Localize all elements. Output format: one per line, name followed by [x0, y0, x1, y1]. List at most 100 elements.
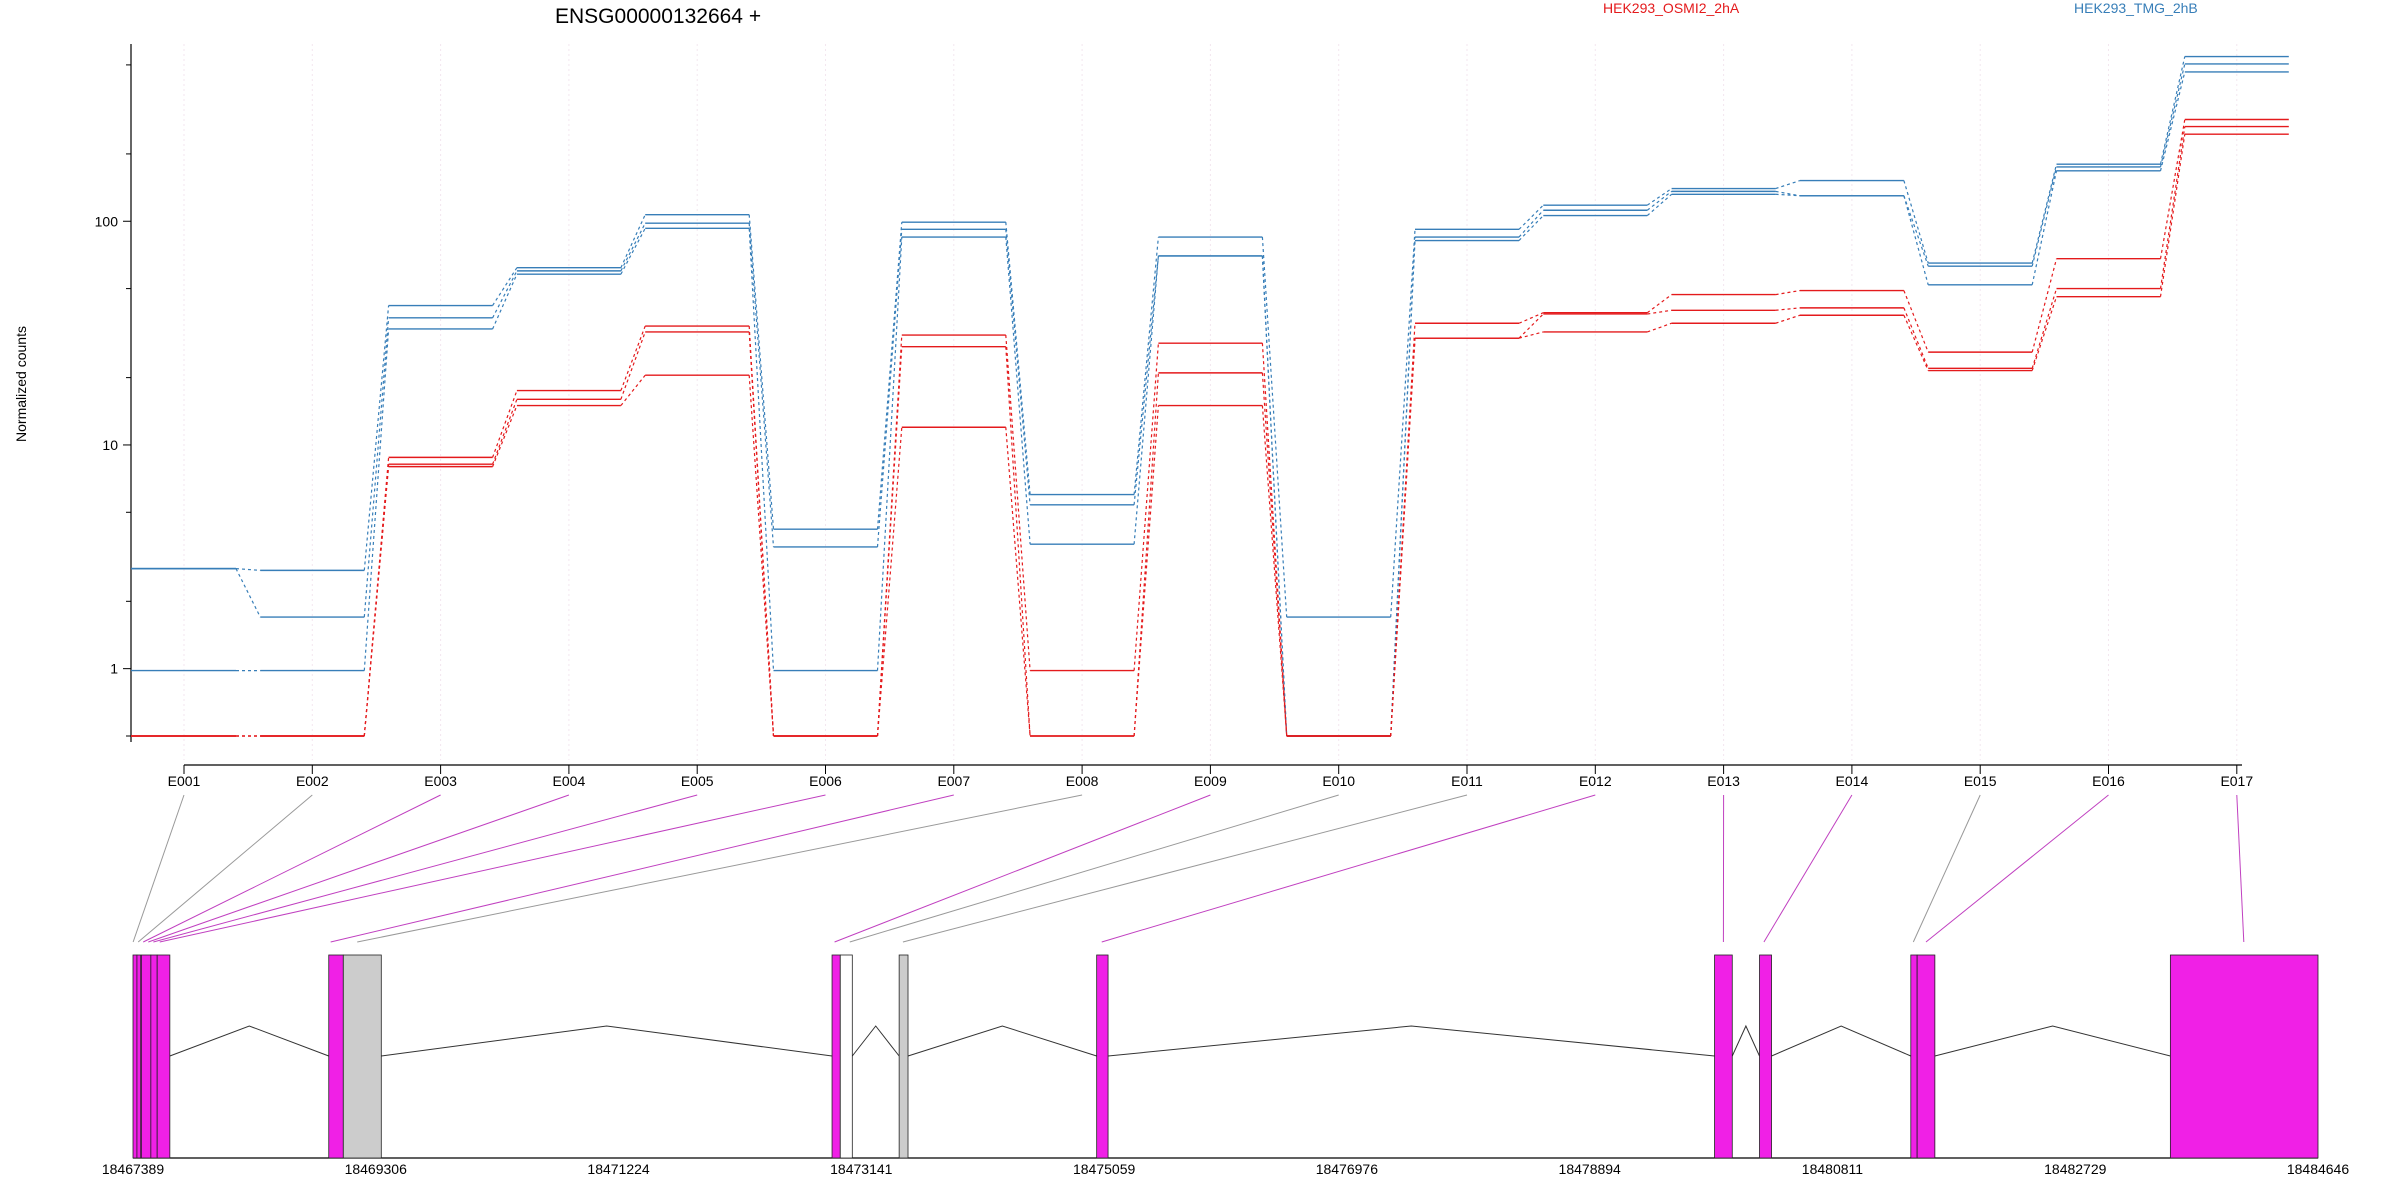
exon-block [2169, 954, 2319, 1159]
connector-line [1005, 346, 1031, 737]
genomic-coordinate-label: 18476976 [1316, 1161, 1379, 1177]
connector-line [1903, 290, 1929, 353]
connector-line [235, 568, 261, 571]
chart-title: ENSG00000132664 + [555, 5, 761, 28]
exon-block [839, 954, 853, 1159]
exon-block [1910, 954, 1918, 1159]
connector-line [1775, 193, 1800, 197]
exon-link-line [849, 794, 1339, 943]
connector-line [1133, 255, 1159, 505]
connector-line [235, 568, 261, 618]
exon-link-line [143, 794, 441, 943]
connector-line [1518, 312, 1544, 324]
exon-link-line [1101, 794, 1596, 943]
connector-line [620, 222, 646, 272]
exon-link-line [1925, 794, 2109, 943]
x-tick-label: E008 [1066, 773, 1099, 789]
connector-line [620, 214, 646, 268]
connector-line [1390, 338, 1416, 737]
connector-line [1005, 334, 1031, 671]
connector-line [1390, 229, 1416, 618]
exon-link-line [902, 794, 1468, 943]
connector-line [1005, 229, 1031, 505]
x-tick-label: E007 [937, 773, 970, 789]
connector-line [2031, 258, 2058, 353]
connector-line [1133, 343, 1159, 671]
connector-line [748, 223, 775, 547]
x-tick-label: E016 [2092, 773, 2125, 789]
exon-link-line [834, 794, 1211, 943]
exon-block [136, 954, 142, 1159]
series-group [131, 118, 2289, 737]
x-tick-label: E012 [1579, 773, 1612, 789]
genomic-coordinate-label: 18484646 [2287, 1161, 2350, 1177]
y-tick-label: 10 [102, 437, 118, 453]
exon-link-line [357, 794, 1083, 943]
x-tick-label: E013 [1707, 773, 1740, 789]
connector-line [2031, 296, 2058, 371]
connector-line [1518, 215, 1544, 241]
exon-block [156, 954, 171, 1159]
series-group [131, 133, 2289, 737]
genomic-coordinate-label: 18467389 [102, 1161, 165, 1177]
intron-line [1934, 1025, 2171, 1057]
connector-line [876, 229, 903, 547]
connector-line [2031, 166, 2058, 267]
y-axis-label: Normalized counts [13, 326, 29, 442]
connector-line [1005, 222, 1031, 495]
connector-line [876, 427, 903, 737]
connector-line [492, 270, 518, 319]
y-axis: 1 10 100 [95, 44, 132, 742]
connector-line [1647, 322, 1672, 333]
x-tick-label: E006 [809, 773, 842, 789]
connector-line [492, 273, 518, 330]
exon-link-lines [132, 794, 2245, 943]
connector-line [1133, 255, 1159, 545]
x-axis: E001 E002 E003 E004 E005 E006 E007 E008 E009 E010… [168, 764, 2253, 789]
x-tick-label: E001 [168, 773, 201, 789]
intron-line [907, 1025, 1097, 1057]
exon-block [132, 954, 138, 1159]
connector-line [876, 222, 903, 530]
connector-line [1133, 236, 1159, 495]
connector-line [1261, 255, 1288, 737]
connector-line [2159, 71, 2186, 171]
connector-line [1518, 331, 1544, 339]
exon-link-line [330, 794, 954, 943]
exon-link-line [159, 794, 826, 943]
intron-line [1731, 1024, 1760, 1057]
connector-line [748, 228, 775, 671]
exon-block [150, 954, 158, 1159]
connector-line [876, 237, 903, 671]
connector-line [492, 405, 518, 467]
genomic-coordinate-label: 18478894 [1559, 1161, 1622, 1177]
connector-line [2031, 170, 2058, 285]
connector-line [1775, 314, 1801, 324]
connector-line [1518, 204, 1544, 230]
connector-line [492, 390, 518, 458]
x-tick-label: E003 [424, 773, 457, 789]
connector-line [1646, 193, 1672, 217]
series-group [131, 71, 2289, 737]
connector-line [1903, 315, 1929, 371]
exon-link-line [2236, 794, 2245, 943]
legend-label-tmg: HEK293_TMG_2hB [2074, 0, 2198, 16]
exon-block [1759, 954, 1772, 1159]
exon-block [1916, 954, 1936, 1159]
y-tick-label: 1 [110, 661, 118, 677]
intron-line [169, 1025, 329, 1057]
x-tick-label: E017 [2220, 773, 2253, 789]
connector-line [1903, 307, 1929, 369]
connector-line [1775, 307, 1800, 311]
connector-line [492, 267, 518, 306]
connector-line [1133, 405, 1159, 737]
intron-line [381, 1025, 833, 1057]
x-tick-label: E005 [681, 773, 714, 789]
exon-link-line [148, 794, 570, 943]
connector-line [1647, 309, 1672, 315]
legend-label-osmi2: HEK293_OSMI2_2hA [1603, 0, 1740, 16]
exon-block [898, 954, 909, 1159]
genomic-coordinate-label: 18469306 [345, 1161, 408, 1177]
x-tick-label: E004 [553, 773, 586, 789]
x-tick-label: E002 [296, 773, 329, 789]
